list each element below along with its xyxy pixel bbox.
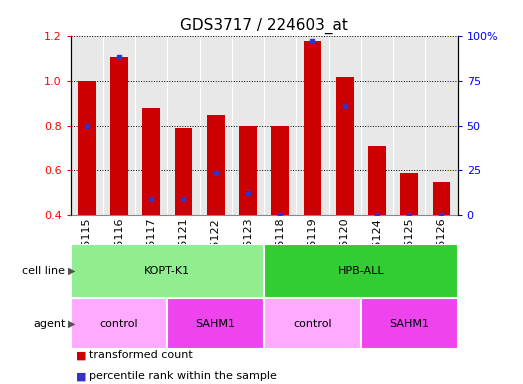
Title: GDS3717 / 224603_at: GDS3717 / 224603_at (180, 18, 348, 34)
Bar (336, 77, 354, 215)
Text: KOPT-K1: KOPT-K1 (144, 266, 190, 276)
Bar (433, 182, 450, 215)
Bar (271, 126, 289, 215)
Bar (207, 114, 224, 215)
Bar (368, 146, 386, 215)
Bar (71, 244, 264, 298)
Bar (304, 41, 321, 215)
Bar (175, 128, 192, 215)
Bar (110, 56, 128, 215)
Bar (401, 173, 418, 215)
Text: ▶: ▶ (68, 318, 75, 329)
Bar (264, 244, 458, 298)
Text: ▶: ▶ (68, 266, 75, 276)
Bar (361, 298, 458, 349)
Text: SAHM1: SAHM1 (389, 318, 429, 329)
Text: transformed count: transformed count (89, 350, 192, 360)
Bar (239, 126, 257, 215)
Text: cell line: cell line (22, 266, 65, 276)
Bar (78, 81, 96, 215)
Text: percentile rank within the sample: percentile rank within the sample (89, 371, 277, 381)
Bar (142, 108, 160, 215)
Text: ■: ■ (76, 371, 86, 381)
Text: SAHM1: SAHM1 (196, 318, 236, 329)
Text: control: control (100, 318, 138, 329)
Text: HPB-ALL: HPB-ALL (337, 266, 384, 276)
Text: control: control (293, 318, 332, 329)
Text: agent: agent (33, 318, 65, 329)
Bar (71, 298, 167, 349)
Bar (264, 298, 361, 349)
Bar (167, 298, 264, 349)
Text: ■: ■ (76, 350, 86, 360)
